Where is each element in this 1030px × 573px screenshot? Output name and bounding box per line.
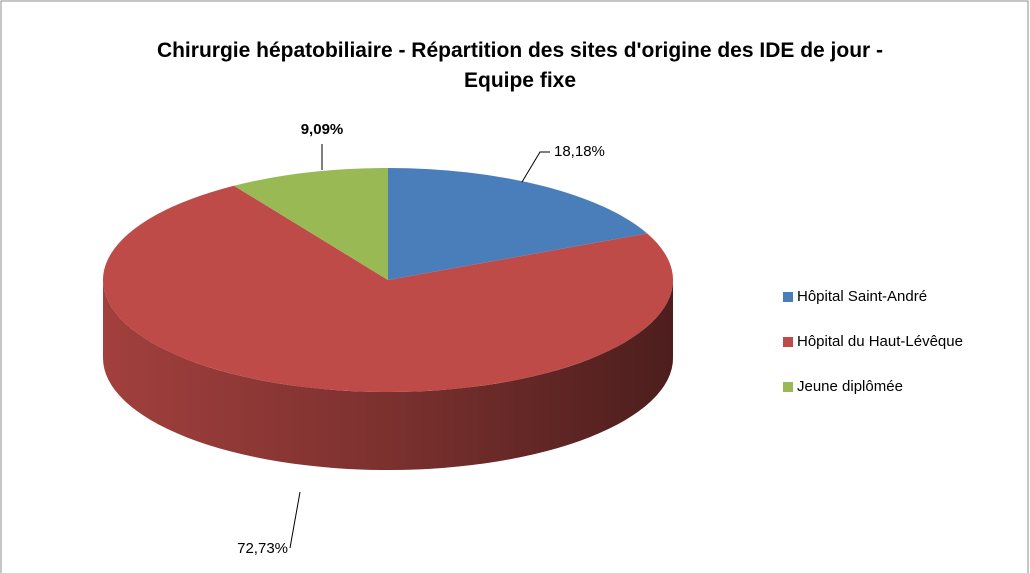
pie-side-shade bbox=[103, 280, 673, 470]
legend-label: Hôpital du Haut-Lévêque bbox=[797, 333, 963, 350]
pie-slice bbox=[388, 168, 648, 280]
legend-swatch bbox=[783, 337, 793, 347]
data-label: 18,18% bbox=[554, 143, 605, 160]
legend-swatch bbox=[783, 292, 793, 302]
leader-line bbox=[289, 491, 301, 549]
data-label: 9,09% bbox=[301, 121, 344, 138]
legend-label: Jeune diplômée bbox=[797, 378, 903, 395]
pie-slice bbox=[233, 168, 388, 280]
legend-swatch bbox=[783, 382, 793, 392]
chart-title: Chirurgie hépatobiliaire - Répartition d… bbox=[156, 39, 884, 92]
pie-slice bbox=[102, 185, 673, 392]
legend-label: Hôpital Saint-André bbox=[797, 288, 927, 305]
leader-line bbox=[521, 151, 550, 183]
data-label: 72,73% bbox=[237, 540, 288, 557]
